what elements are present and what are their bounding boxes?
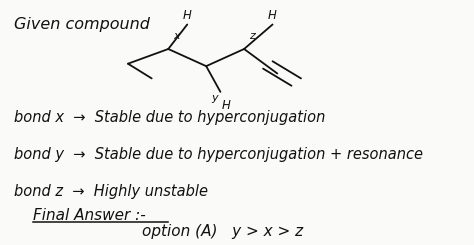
- Text: bond z  →  Highly unstable: bond z → Highly unstable: [14, 184, 208, 199]
- Text: Given compound: Given compound: [14, 17, 150, 32]
- Text: option (A)   y > x > z: option (A) y > x > z: [142, 224, 303, 239]
- Text: z: z: [249, 31, 255, 40]
- Text: H: H: [268, 9, 277, 23]
- Text: Final Answer :-: Final Answer :-: [33, 208, 146, 223]
- Text: bond y  →  Stable due to hyperconjugation + resonance: bond y → Stable due to hyperconjugation …: [14, 147, 423, 162]
- Text: y: y: [211, 93, 218, 103]
- Text: x: x: [173, 31, 180, 40]
- Text: H: H: [183, 9, 191, 23]
- Text: H: H: [222, 99, 231, 112]
- Text: bond x  →  Stable due to hyperconjugation: bond x → Stable due to hyperconjugation: [14, 110, 326, 125]
